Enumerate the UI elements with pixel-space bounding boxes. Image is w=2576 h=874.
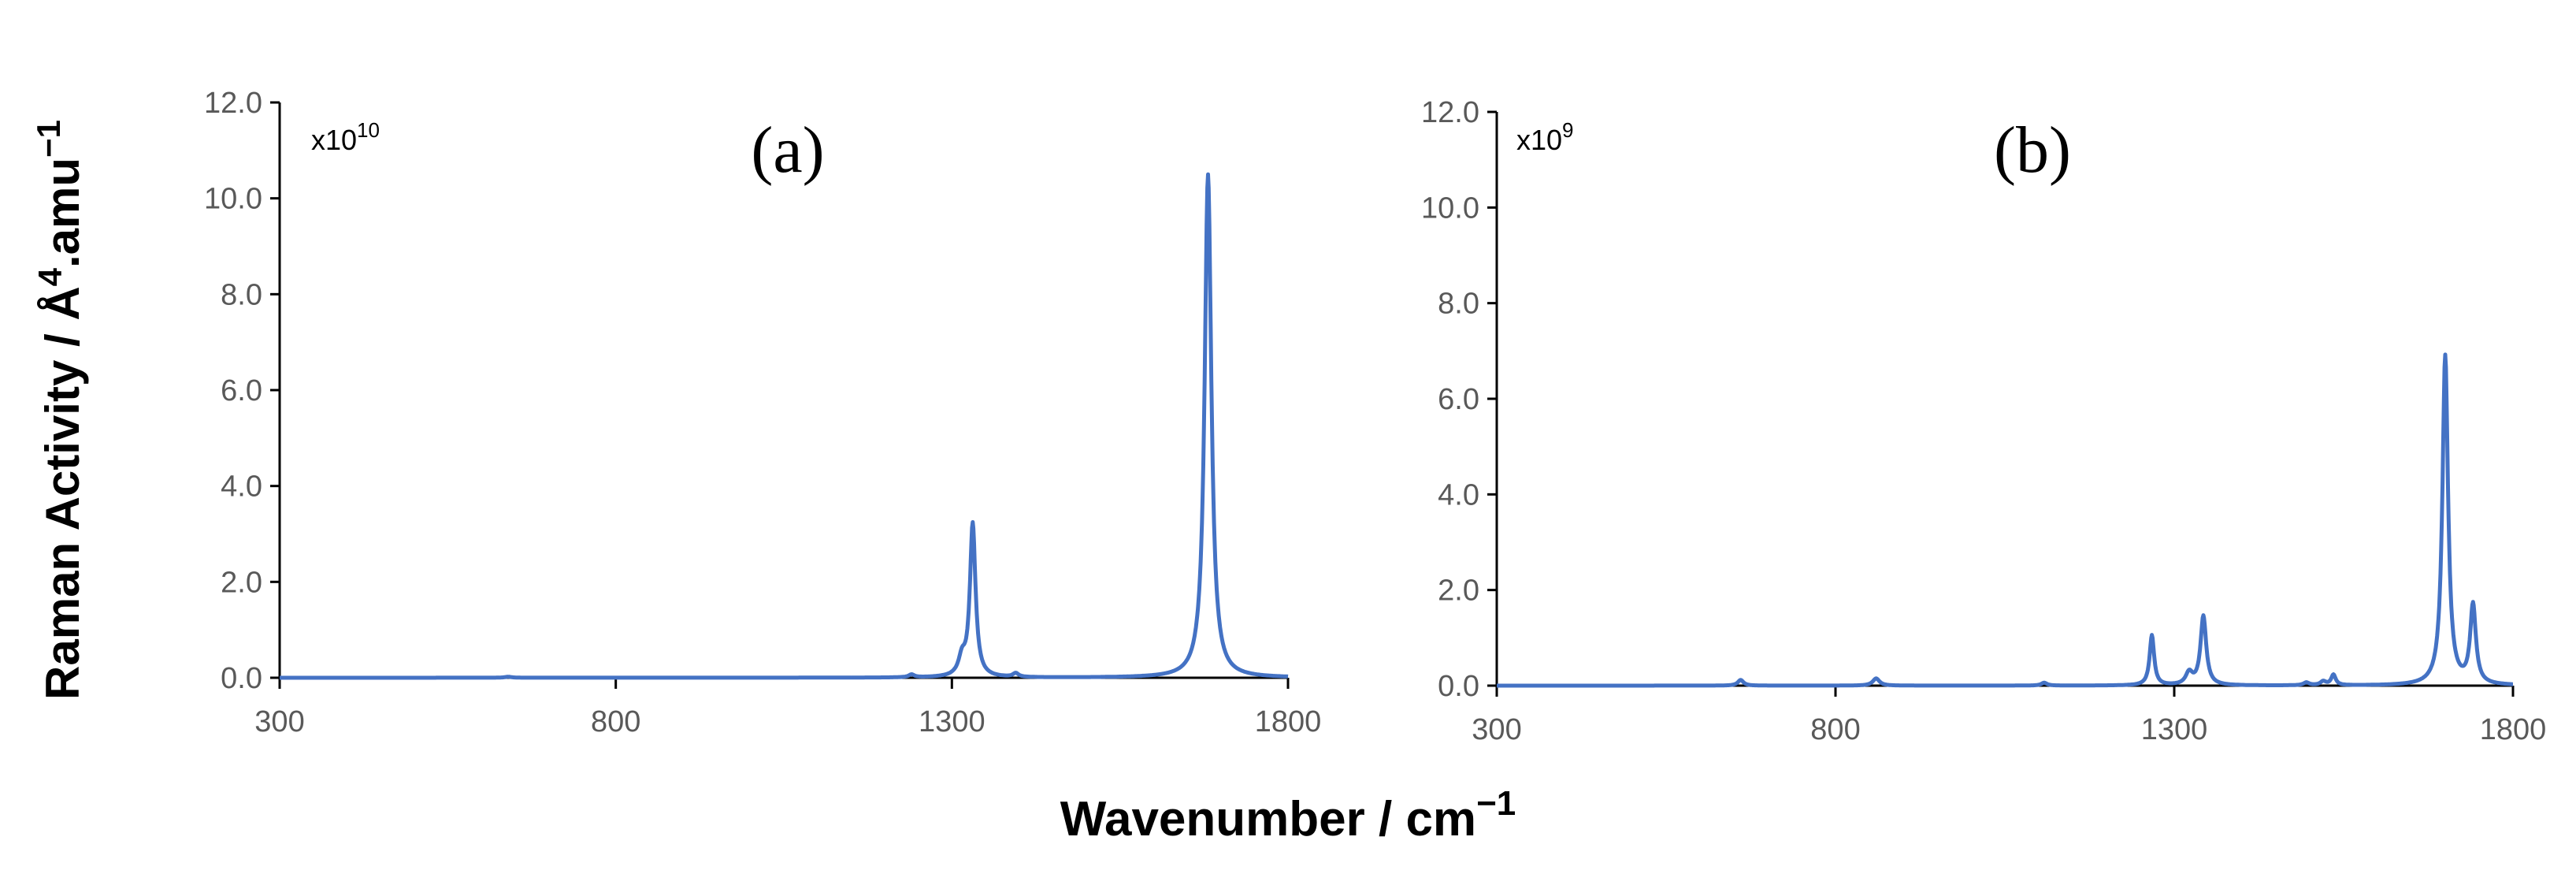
panel-b-spectrum-line [1495,352,2515,688]
panel-b-y-tick-label: 8.0 [1438,288,1479,321]
panel-b-y-tick-label: 12.0 [1421,96,1479,129]
panel-a-x-tick-label: 300 [254,705,304,738]
panel-a-x-tick-label: 800 [591,705,640,738]
panel-a-y-tick-label: 8.0 [221,278,262,311]
panel-a-y-tick-label: 10.0 [204,183,262,216]
panel-b-x-tick-label: 300 [1472,713,1521,746]
panel-b-y-tick-label: 2.0 [1438,575,1479,608]
panel-b-x-tick-label: 800 [1810,713,1860,746]
panel-a-y-tick-label: 0.0 [221,662,262,695]
y-axis-label: Raman Activity / Å4.amu−1 [30,120,89,700]
panel-b-y-tick-label: 10.0 [1421,192,1479,225]
panel-b-x-tick-label: 1300 [2141,713,2208,746]
panel-a-chart: 0.0 2.0 4.0 6.0 8.0 10.0 12.0 300 800 1300 1800 x10… [204,87,1321,738]
panel-a-x-tick-label: 1800 [1255,705,1322,738]
panel-b-y-tick-label: 4.0 [1438,478,1479,511]
panel-a-spectrum-line [278,172,1290,680]
panel-a-scale-factor: x1010 [311,118,380,156]
panel-a-label: (a) [751,113,824,187]
panel-b-y-tick-label: 0.0 [1438,670,1479,703]
panel-a-x-tick-label: 1300 [919,705,985,738]
x-axis-label: Wavenumber / cm−1 [1060,784,1516,846]
panel-a-y-tick-label: 4.0 [221,470,262,504]
panel-b-x-tick-label: 1800 [2480,713,2547,746]
panel-b-scale-factor: x109 [1516,118,1574,156]
panel-b-y-tick-label: 6.0 [1438,383,1479,416]
panel-a-y-tick-label: 6.0 [221,374,262,407]
panel-b-chart: 0.0 2.0 4.0 6.0 8.0 10.0 12.0 300 800 1300 1800 x10… [1421,96,2546,746]
panel-a-y-tick-label: 2.0 [221,566,262,599]
panel-b-label: (b) [1994,113,2071,187]
panel-a-y-tick-label: 12.0 [204,87,262,120]
